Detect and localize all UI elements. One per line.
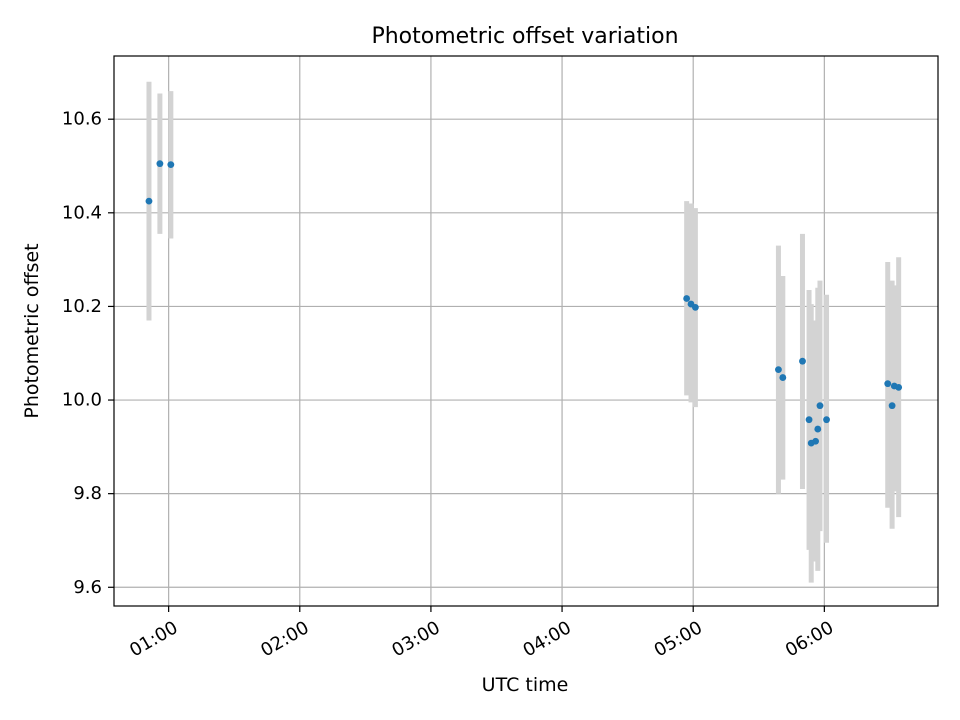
data-point xyxy=(895,384,903,391)
plot-frame xyxy=(113,55,939,607)
data-point xyxy=(884,380,892,388)
data-point xyxy=(816,402,824,410)
y-tick-label: 10.0 xyxy=(62,390,102,411)
data-point xyxy=(823,416,830,424)
y-tick-label: 9.6 xyxy=(73,577,102,598)
data-point xyxy=(799,357,806,365)
y-tick-label: 9.8 xyxy=(73,483,102,504)
data-point xyxy=(779,374,787,381)
data-point xyxy=(775,366,782,374)
y-tick-label: 10.4 xyxy=(62,202,102,223)
data-point xyxy=(156,160,164,168)
data-point xyxy=(145,197,153,205)
y-tick-label: 10.6 xyxy=(62,109,102,130)
data-point xyxy=(167,161,175,168)
data-point xyxy=(691,303,699,311)
y-tick-label: 10.2 xyxy=(62,296,102,317)
data-markers xyxy=(145,160,903,447)
data-point xyxy=(683,295,691,302)
data-point xyxy=(812,437,820,445)
y-axis-title: Photometric offset xyxy=(21,243,43,418)
data-point xyxy=(814,425,822,433)
data-point xyxy=(805,416,813,424)
data-point xyxy=(888,402,896,410)
x-axis-title: UTC time xyxy=(482,674,569,696)
chart-title: Photometric offset variation xyxy=(371,24,678,49)
